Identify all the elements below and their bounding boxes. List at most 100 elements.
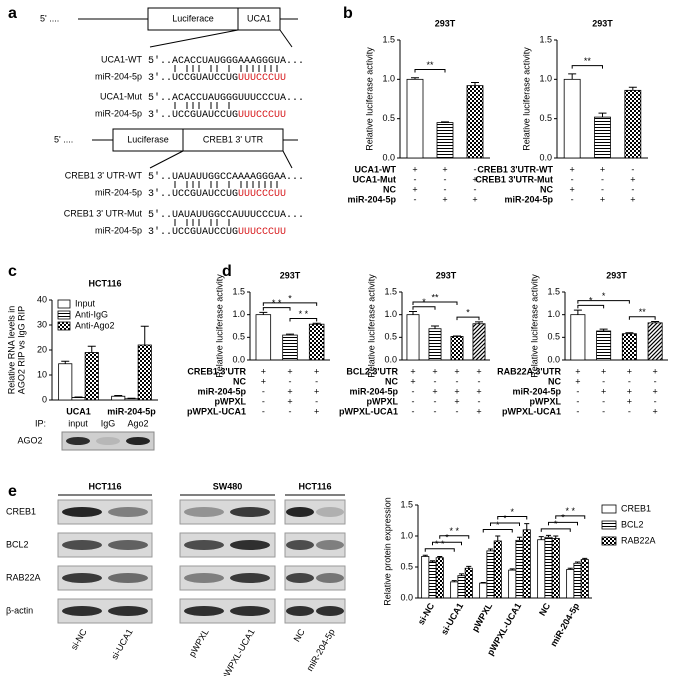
condition-label: pWPXL-UCA1 xyxy=(187,406,246,416)
condition-mark: - xyxy=(315,376,318,386)
sequence-label: CREB1 3' UTR-Mut xyxy=(64,208,143,218)
luciferase-label: Luciferace xyxy=(172,13,214,23)
condition-mark: + xyxy=(601,366,606,376)
condition-label: NC xyxy=(540,184,553,194)
x-tick-label: NC xyxy=(537,601,552,618)
blot-band xyxy=(316,507,344,517)
condition-mark: + xyxy=(601,386,606,396)
condition-mark: + xyxy=(627,386,632,396)
significance-bracket xyxy=(540,528,571,532)
condition-mark: + xyxy=(652,406,657,416)
blot-band xyxy=(108,606,148,616)
construct-prefix: 5' .... xyxy=(40,13,59,23)
significance-label: * xyxy=(445,533,449,543)
significance-bracket xyxy=(412,301,458,305)
bar xyxy=(624,89,642,159)
sequence-label: CREB1 3' UTR-WT xyxy=(65,170,143,180)
condition-mark: + xyxy=(627,396,632,406)
legend-label: RAB22A xyxy=(621,535,656,545)
error-bar xyxy=(475,321,483,324)
significance-label: * * xyxy=(449,526,459,536)
condition-mark: + xyxy=(410,366,415,376)
sequence-part: 5'..UAUAUUGGCCAUUUCCCUA... xyxy=(148,209,304,221)
condition-label: pWPXL xyxy=(367,396,399,406)
significance-bracket xyxy=(432,541,462,546)
blot-band xyxy=(286,540,314,550)
error-bar xyxy=(437,555,443,558)
condition-mark: - xyxy=(456,406,459,416)
blot-band xyxy=(66,437,90,445)
bar xyxy=(621,333,637,361)
y-tick-label: 0.5 xyxy=(400,561,413,571)
x-tick-label: si-UCA1 xyxy=(439,601,465,636)
x-tick-label: miR-204-5p xyxy=(548,601,581,648)
bar xyxy=(308,323,325,361)
significance-label: * * xyxy=(565,506,575,516)
error-bar xyxy=(114,395,123,397)
condition-mark: - xyxy=(262,386,265,396)
seed-region: UUUCCCUU xyxy=(238,73,286,84)
condition-mark: - xyxy=(412,386,415,396)
significance-label: * xyxy=(602,291,606,301)
legend-swatch xyxy=(57,321,71,331)
blot-band xyxy=(184,606,224,616)
significance-bracket xyxy=(482,528,513,533)
blot-group-label: SW480 xyxy=(213,481,243,491)
y-axis-label: Relative luciferase activity xyxy=(364,47,374,151)
chart-title: 293T xyxy=(592,18,613,28)
condition-mark: - xyxy=(412,396,415,406)
x-tick-label: miR-204-5p xyxy=(107,406,156,416)
y-tick-label: 0.0 xyxy=(539,152,552,162)
condition-mark: + xyxy=(454,366,459,376)
legend-label: CREB1 xyxy=(621,503,651,513)
significance-label: ** xyxy=(426,60,434,70)
error-bar xyxy=(411,77,419,80)
error-bar xyxy=(495,535,501,541)
condition-mark: - xyxy=(571,194,574,204)
condition-mark: + xyxy=(652,366,657,376)
condition-mark: + xyxy=(287,396,292,406)
condition-mark: + xyxy=(442,164,447,174)
luciferase-label: Luciferase xyxy=(127,134,169,144)
condition-mark: - xyxy=(601,174,604,184)
condition-label: NC xyxy=(383,184,396,194)
bar xyxy=(594,116,611,159)
blot-band xyxy=(230,573,270,583)
sequence: 3'..UCCGUAUCCUGUUUCCCUU xyxy=(148,72,286,84)
x-tick-label: si-NC xyxy=(416,601,437,627)
sequence-label: UCA1-WT xyxy=(101,54,142,64)
error-bar xyxy=(422,554,428,557)
bar xyxy=(124,398,139,401)
condition-label: UCA1-WT xyxy=(355,164,397,174)
blot-band xyxy=(316,540,344,550)
panel-label: e xyxy=(8,483,17,500)
sequence-part: 3'..UCCGUAUCCUG xyxy=(148,188,238,200)
error-bar xyxy=(458,573,465,576)
condition-mark: - xyxy=(628,406,631,416)
error-bar xyxy=(628,86,637,91)
panel-label: a xyxy=(8,5,17,22)
y-tick-label: 0.0 xyxy=(232,354,245,364)
x-tick-label: pWPXL xyxy=(470,601,495,634)
x-tick-label: UCA1 xyxy=(66,406,91,416)
bar xyxy=(111,395,126,401)
sequence-part: 3'..UCCGUAUCCUG xyxy=(148,109,238,121)
significance-label: * xyxy=(466,308,470,318)
condition-mark: + xyxy=(630,194,635,204)
blot-band xyxy=(108,540,148,550)
condition-mark: + xyxy=(600,164,605,174)
error-bar xyxy=(409,310,417,315)
significance-label: * xyxy=(510,507,514,517)
error-bar xyxy=(538,536,544,540)
bar xyxy=(515,539,524,599)
bar xyxy=(435,557,444,599)
condition-mark: + xyxy=(432,386,437,396)
condition-mark: + xyxy=(314,406,319,416)
significance-bracket xyxy=(571,65,603,69)
sequence: 5'..ACACCUAUGGGUUUCCCUA... xyxy=(148,92,304,104)
condition-label: NC xyxy=(548,376,561,386)
y-tick-label: 1.0 xyxy=(400,530,413,540)
significance-label: * xyxy=(554,519,558,529)
error-bar xyxy=(582,557,588,560)
panel-label: d xyxy=(222,263,232,280)
